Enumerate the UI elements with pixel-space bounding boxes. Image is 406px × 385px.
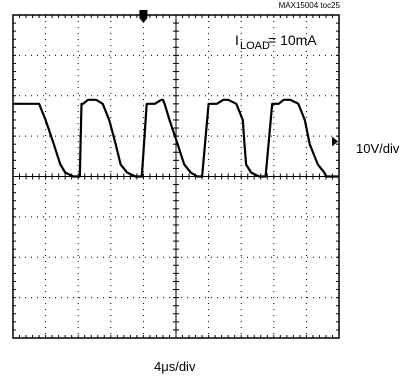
horizontal-scale-label: 4μs/div	[154, 359, 196, 374]
waveform-trace	[13, 98, 339, 178]
waveform-line	[13, 98, 339, 178]
annotation-main: I	[235, 32, 239, 48]
vertical-scale-label: 10V/div	[356, 141, 400, 156]
figure-id: MAX15004 toc25	[278, 1, 340, 10]
annotation-sub: LOAD	[240, 40, 270, 52]
trigger-marker	[139, 10, 148, 23]
ground-marker	[332, 136, 338, 147]
load-annotation: I LOAD = 10mA	[235, 32, 317, 52]
scope-grid	[12, 10, 340, 339]
annotation-value: = 10mA	[268, 32, 317, 48]
